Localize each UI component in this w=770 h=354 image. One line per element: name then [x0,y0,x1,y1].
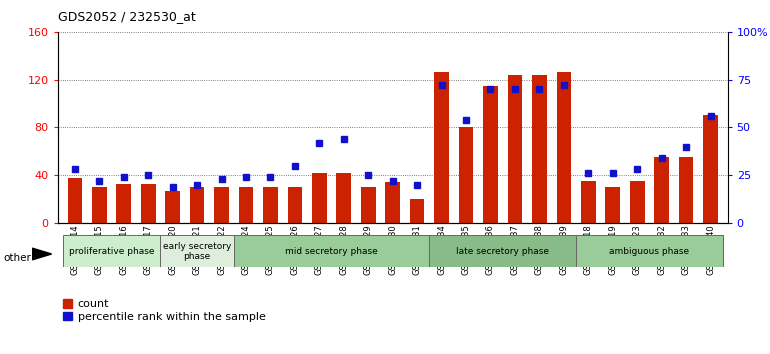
Bar [385,182,400,223]
Bar [459,127,474,223]
Bar [703,115,718,223]
Bar [576,235,723,267]
Bar [189,187,205,223]
Legend: count, percentile rank within the sample: count, percentile rank within the sample [63,299,266,322]
Bar [92,187,107,223]
Text: ambiguous phase: ambiguous phase [609,247,689,256]
Bar [678,157,694,223]
Bar [410,199,424,223]
Bar [336,173,351,223]
Bar [234,235,430,267]
Bar [532,75,547,223]
Text: early secretory
phase: early secretory phase [163,242,231,261]
Bar [287,187,303,223]
Bar [312,173,326,223]
Bar [62,235,160,267]
Bar [654,157,669,223]
Text: GDS2052 / 232530_at: GDS2052 / 232530_at [58,10,196,23]
Bar [239,187,253,223]
Bar [160,235,234,267]
Bar [581,181,596,223]
Bar [430,235,576,267]
Text: other: other [4,253,32,263]
Polygon shape [32,248,52,260]
Bar [483,86,498,223]
Bar [116,184,131,223]
Bar [630,181,644,223]
Text: mid secretory phase: mid secretory phase [285,247,378,256]
Bar [605,187,620,223]
Bar [68,178,82,223]
Bar [263,187,278,223]
Bar [507,75,522,223]
Bar [557,73,571,223]
Bar [141,184,156,223]
Bar [214,187,229,223]
Bar [434,73,449,223]
Bar [361,187,376,223]
Bar [166,191,180,223]
Text: proliferative phase: proliferative phase [69,247,154,256]
Text: late secretory phase: late secretory phase [456,247,549,256]
